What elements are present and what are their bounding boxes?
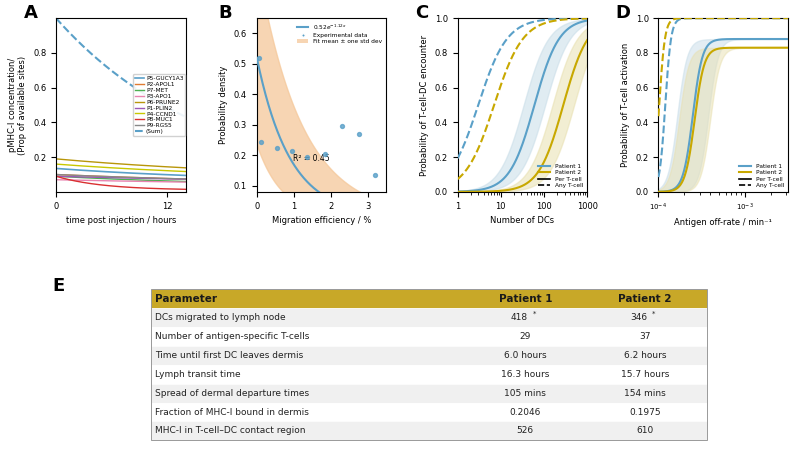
Text: Patient 2: Patient 2 [618, 294, 672, 304]
Point [270, 144, 283, 151]
Bar [151, 327, 707, 346]
Bar [151, 403, 707, 421]
Text: 105 mins: 105 mins [504, 389, 546, 398]
Y-axis label: Probability of T-cell-DC encounter: Probability of T-cell-DC encounter [420, 35, 429, 176]
Text: *: * [532, 311, 536, 316]
Text: 418: 418 [511, 313, 528, 322]
Text: 0.2046: 0.2046 [510, 408, 541, 417]
Text: 16.3 hours: 16.3 hours [501, 370, 550, 379]
Text: *: * [652, 311, 655, 316]
Bar [151, 365, 707, 384]
Point [335, 123, 348, 130]
Point [255, 138, 268, 145]
Bar [151, 421, 707, 440]
Bar [151, 308, 707, 327]
Text: 526: 526 [517, 426, 534, 435]
Bar [151, 384, 707, 403]
Legend: Patient 1, Patient 2, Per T-cell, Any T-cell: Patient 1, Patient 2, Per T-cell, Any T-… [738, 163, 785, 189]
Text: 6.0 hours: 6.0 hours [504, 351, 546, 360]
Text: 6.2 hours: 6.2 hours [624, 351, 666, 360]
Bar [151, 289, 707, 440]
Legend: $0.52e^{-1.12x}$, Experimental data, Fit mean ± one std dev: $0.52e^{-1.12x}$, Experimental data, Fit… [296, 21, 383, 45]
Text: Number of antigen-specific T-cells: Number of antigen-specific T-cells [155, 332, 309, 341]
X-axis label: Migration efficiency / %: Migration efficiency / % [272, 216, 371, 225]
Text: D: D [616, 4, 630, 22]
Legend: Patient 1, Patient 2, Per T-cell, Any T-cell: Patient 1, Patient 2, Per T-cell, Any T-… [538, 163, 584, 189]
Y-axis label: pMHC-I concentration/
(Prop of available sites): pMHC-I concentration/ (Prop of available… [8, 55, 27, 154]
Text: R² = 0.45: R² = 0.45 [293, 153, 330, 163]
Text: A: A [24, 4, 38, 22]
Bar [151, 346, 707, 365]
Text: Fraction of MHC-I bound in dermis: Fraction of MHC-I bound in dermis [155, 408, 309, 417]
Text: 29: 29 [519, 332, 531, 341]
Text: Parameter: Parameter [155, 294, 217, 304]
Legend: P5-GUCY1A3, P2-APOL1, P7-MET, P3-APO1, P6-PRUNE2, P1-PLIN2, P4-CCND1, P8-MUC1, P: P5-GUCY1A3, P2-APOL1, P7-MET, P3-APO1, P… [133, 74, 186, 136]
Point [300, 153, 313, 160]
Y-axis label: Probability of T-cell activation: Probability of T-cell activation [621, 43, 630, 167]
X-axis label: Antigen off-rate / min⁻¹: Antigen off-rate / min⁻¹ [674, 218, 772, 227]
Text: 0.1975: 0.1975 [629, 408, 661, 417]
X-axis label: Number of DCs: Number of DCs [490, 216, 554, 225]
Text: Lymph transit time: Lymph transit time [155, 370, 241, 379]
Text: MHC-I in T-cell–DC contact region: MHC-I in T-cell–DC contact region [155, 426, 306, 435]
Text: E: E [52, 277, 65, 295]
Text: C: C [415, 4, 428, 22]
Point [352, 130, 365, 138]
Bar [151, 289, 707, 308]
Text: 15.7 hours: 15.7 hours [621, 370, 669, 379]
Text: Time until first DC leaves dermis: Time until first DC leaves dermis [155, 351, 303, 360]
Text: Spread of dermal departure times: Spread of dermal departure times [155, 389, 309, 398]
Point [286, 147, 298, 154]
Y-axis label: Probability density: Probability density [219, 66, 228, 144]
Text: Patient 1: Patient 1 [498, 294, 552, 304]
Text: 154 mins: 154 mins [624, 389, 666, 398]
Point [369, 172, 382, 179]
Text: 37: 37 [639, 332, 650, 341]
Point [319, 150, 332, 158]
Text: B: B [218, 4, 231, 22]
X-axis label: time post injection / hours: time post injection / hours [66, 216, 176, 225]
Text: 610: 610 [636, 426, 654, 435]
Text: 346: 346 [630, 313, 648, 322]
Point [252, 54, 265, 61]
Text: DCs migrated to lymph node: DCs migrated to lymph node [155, 313, 286, 322]
